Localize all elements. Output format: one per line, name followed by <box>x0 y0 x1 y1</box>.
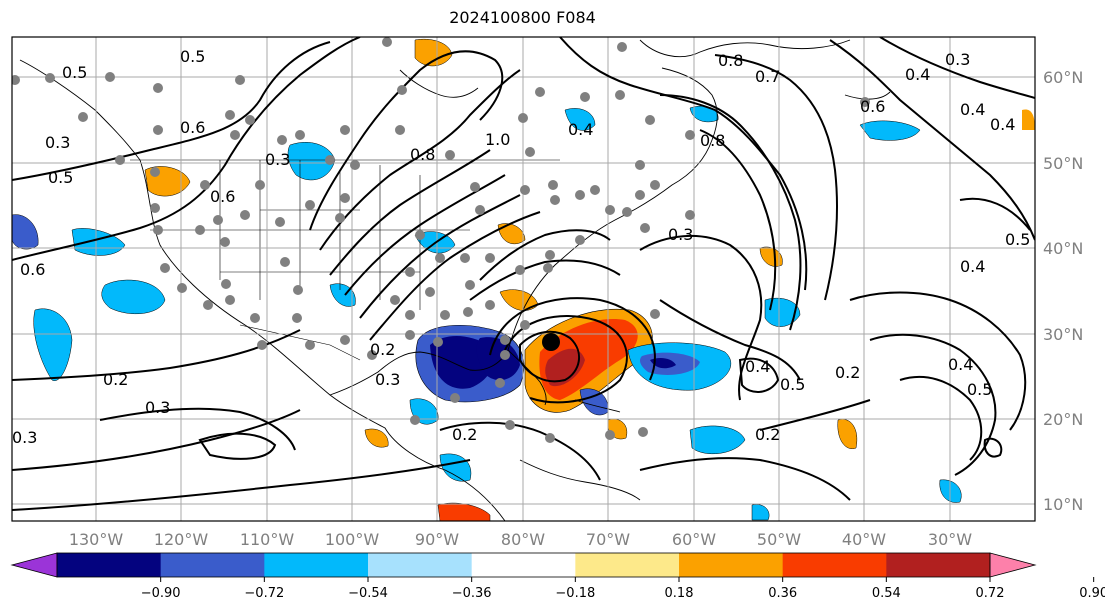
contour-label: 0.4 <box>960 257 985 276</box>
colorbar-tick-label: −0.72 <box>244 586 284 601</box>
storm-markers <box>542 333 560 351</box>
station-dots <box>12 37 870 443</box>
contour-label: 0.8 <box>410 145 435 164</box>
anomaly-fills <box>12 39 1035 521</box>
lat-tick-label: 30°N <box>1043 325 1083 344</box>
longitude-axis: 130°W 120°W 110°W 100°W 90°W 80°W 70°W 6… <box>69 530 972 549</box>
colorbar-swatch <box>679 553 784 577</box>
lon-tick-label: 100°W <box>325 530 380 549</box>
contour-label: 0.4 <box>990 115 1015 134</box>
colorbar-tick-label: 0.72 <box>976 586 1005 601</box>
contour-label: 0.5 <box>48 168 73 187</box>
contour-label: 0.3 <box>45 133 70 152</box>
colorbar-tick-label: 0.54 <box>872 586 901 601</box>
lat-tick-label: 60°N <box>1043 68 1083 87</box>
colorbar-swatch <box>575 553 680 577</box>
lon-tick-label: 90°W <box>415 530 459 549</box>
lon-tick-label: 50°W <box>757 530 801 549</box>
contour-label: 0.6 <box>210 187 235 206</box>
colorbar-tick-label: −0.90 <box>141 586 181 601</box>
contour-label: 0.3 <box>265 150 290 169</box>
contour-label: 0.5 <box>62 63 87 82</box>
lat-tick-label: 10°N <box>1043 495 1083 514</box>
lat-tick-label: 20°N <box>1043 410 1083 429</box>
colorbar-tick-label: −0.36 <box>452 586 492 601</box>
contour-label: 0.2 <box>835 363 860 382</box>
contour-label: 0.7 <box>755 67 780 86</box>
lon-tick-label: 40°W <box>842 530 886 549</box>
lon-tick-label: 70°W <box>586 530 630 549</box>
colorbar-swatch <box>57 553 162 577</box>
lon-tick-label: 80°W <box>501 530 545 549</box>
contour-labels: 0.5 0.6 0.3 0.5 0.2 0.3 0.3 0.8 0.7 0.4 … <box>12 47 1030 447</box>
contour-label: 0.8 <box>700 131 725 150</box>
colorbar-swatch <box>264 553 369 577</box>
colorbar-tick-label: −0.54 <box>348 586 388 601</box>
lat-tick-label: 50°N <box>1043 154 1083 173</box>
contour-label: 0.2 <box>103 370 128 389</box>
contour-label: 0.3 <box>375 370 400 389</box>
map-title: 2024100800 F084 <box>449 8 596 27</box>
contour-label: 0.4 <box>948 355 973 374</box>
contour-label: 0.4 <box>960 100 985 119</box>
colorbar-swatch <box>368 553 473 577</box>
lon-tick-label: 30°W <box>928 530 972 549</box>
contour-label: 0.6 <box>20 260 45 279</box>
contour-lines <box>12 37 1035 511</box>
colorbar-tick-label: 0.36 <box>768 586 797 601</box>
colorbar: −0.90 −0.72 −0.54 −0.36 −0.18 0.18 0.36 0.54 0.7… <box>10 552 1105 601</box>
colorbar-tick-label: 0.18 <box>665 586 694 601</box>
colorbar-extend-low <box>10 552 58 578</box>
map-border <box>11 36 1036 522</box>
latitude-axis: 60°N 50°N 40°N 30°N 20°N 10°N <box>1043 68 1083 514</box>
political-borders <box>130 159 560 361</box>
colorbar-extend-high <box>989 552 1037 578</box>
contour-label: 0.3 <box>145 398 170 417</box>
contour-label: 0.5 <box>180 47 205 66</box>
contour-label: 0.3 <box>668 225 693 244</box>
contour-label: 0.5 <box>1005 230 1030 249</box>
lon-tick-label: 120°W <box>154 530 209 549</box>
contour-label: 0.5 <box>967 380 992 399</box>
contour-label: 0.6 <box>180 118 205 137</box>
lon-tick-label: 60°W <box>672 530 716 549</box>
contour-label: 0.3 <box>945 50 970 69</box>
lon-tick-label: 110°W <box>240 530 295 549</box>
coastlines <box>19 39 891 521</box>
colorbar-outline <box>56 552 991 578</box>
contour-label: 1.0 <box>485 130 510 149</box>
contour-label: 0.4 <box>568 120 593 139</box>
contour-label: 0.8 <box>718 51 743 70</box>
lon-tick-label: 130°W <box>69 530 124 549</box>
contour-label: 0.2 <box>370 340 395 359</box>
lat-tick-label: 40°N <box>1043 239 1083 258</box>
contour-label: 0.6 <box>860 97 885 116</box>
colorbar-swatch <box>886 553 991 577</box>
colorbar-swatch <box>782 553 887 577</box>
contour-label: 0.3 <box>12 428 37 447</box>
colorbar-swatch <box>160 553 265 577</box>
contour-label: 0.2 <box>452 425 477 444</box>
contour-label: 0.4 <box>745 357 770 376</box>
colorbar-tick-label: −0.18 <box>555 586 595 601</box>
contour-label: 0.2 <box>755 425 780 444</box>
colorbar-tick-label: 0.90 <box>1079 586 1105 601</box>
graticule <box>12 37 1035 521</box>
colorbar-swatch <box>471 553 576 577</box>
contour-label: 0.4 <box>905 65 930 84</box>
contour-label: 0.5 <box>780 375 805 394</box>
